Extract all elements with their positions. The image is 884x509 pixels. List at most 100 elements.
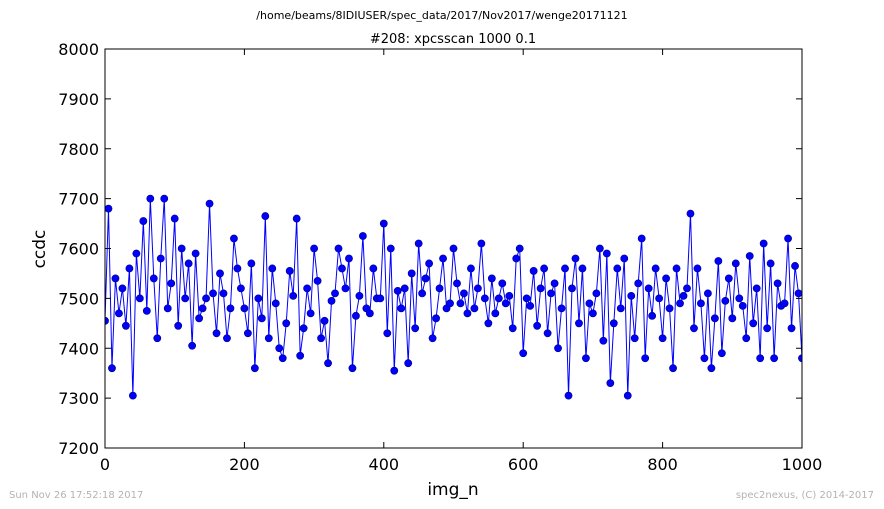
data-point — [533, 321, 542, 330]
data-point — [561, 264, 569, 273]
data-point — [128, 391, 137, 400]
y-tick-label: 7700 — [58, 190, 99, 209]
data-point — [501, 299, 510, 308]
data-point — [191, 249, 200, 258]
data-point — [564, 391, 573, 400]
data-point — [519, 349, 528, 358]
data-point — [393, 286, 402, 295]
data-point — [865, 225, 872, 232]
data-point — [637, 234, 646, 243]
data-point — [296, 351, 305, 360]
data-point — [623, 391, 632, 400]
plot-area — [105, 194, 879, 400]
data-point — [487, 274, 496, 283]
data-point — [205, 199, 214, 208]
data-point — [473, 284, 482, 293]
data-point — [115, 309, 123, 318]
data-point — [589, 309, 597, 318]
data-point — [358, 232, 367, 240]
data-point — [386, 244, 395, 253]
data-point — [686, 209, 695, 218]
data-point — [400, 284, 409, 293]
data-point — [369, 264, 378, 273]
data-point — [630, 334, 639, 343]
data-point — [494, 294, 503, 303]
data-point — [526, 301, 535, 310]
y-tick-label: 7300 — [58, 389, 99, 408]
data-point — [844, 270, 851, 277]
data-point — [554, 344, 562, 353]
data-point — [752, 284, 761, 293]
data-point — [833, 350, 840, 357]
data-point — [418, 289, 427, 298]
data-point — [826, 295, 833, 302]
data-point — [421, 274, 430, 283]
data-point — [872, 290, 879, 297]
data-point — [247, 259, 256, 268]
data-point — [275, 344, 284, 353]
data-point — [543, 329, 552, 338]
data-point — [219, 289, 228, 298]
data-point — [257, 314, 266, 323]
footer-credit: spec2nexus, (C) 2014-2017 — [736, 490, 874, 501]
data-point — [801, 246, 802, 251]
data-point — [456, 299, 465, 308]
data-point — [679, 291, 688, 300]
data-point — [209, 289, 217, 298]
data-point — [770, 354, 779, 363]
x-tick-label: 400 — [369, 455, 400, 474]
data-point — [233, 264, 242, 273]
data-point — [595, 244, 604, 253]
data-point — [156, 254, 165, 263]
data-point — [858, 265, 865, 272]
data-point — [184, 259, 193, 268]
data-point — [655, 294, 664, 303]
data-point — [250, 364, 259, 373]
data-point — [840, 325, 847, 332]
data-point — [620, 254, 629, 263]
data-point — [683, 284, 691, 293]
data-point — [837, 265, 844, 272]
data-point — [742, 334, 751, 343]
data-point — [728, 314, 737, 323]
x-tick-label: 800 — [647, 455, 678, 474]
data-point — [170, 214, 179, 223]
data-point — [812, 295, 819, 302]
data-point — [498, 279, 507, 288]
data-point — [613, 264, 622, 273]
data-point — [174, 321, 183, 330]
data-point — [787, 324, 796, 333]
data-point — [414, 239, 423, 248]
data-point — [480, 294, 489, 303]
data-point — [484, 319, 493, 328]
y-tick-label: 7900 — [58, 90, 99, 109]
data-point — [289, 291, 298, 300]
data-point — [324, 359, 332, 368]
data-point — [745, 252, 754, 260]
x-tick-label: 600 — [508, 455, 539, 474]
data-point — [805, 310, 812, 317]
data-point — [404, 359, 413, 368]
data-point — [662, 274, 670, 283]
data-point — [237, 284, 245, 293]
data-point — [313, 277, 322, 285]
data-point — [847, 290, 854, 297]
y-axis-label: ccdc — [30, 230, 50, 269]
y-tick-label: 8000 — [58, 40, 99, 59]
data-point — [710, 314, 719, 323]
data-point — [854, 310, 861, 317]
data-point — [809, 250, 816, 257]
x-tick-label: 200 — [229, 455, 260, 474]
data-point — [749, 319, 758, 328]
y-tick-label: 7400 — [58, 339, 99, 358]
data-point — [331, 289, 339, 298]
data-point — [669, 364, 677, 373]
data-point — [446, 299, 454, 308]
header-path: /home/beams/8IDIUSER/spec_data/2017/Nov2… — [256, 9, 627, 22]
data-point — [529, 267, 538, 275]
data-point — [704, 289, 712, 298]
data-point — [861, 305, 868, 312]
data-point — [676, 299, 684, 308]
data-point — [791, 262, 799, 270]
data-point — [125, 264, 134, 273]
